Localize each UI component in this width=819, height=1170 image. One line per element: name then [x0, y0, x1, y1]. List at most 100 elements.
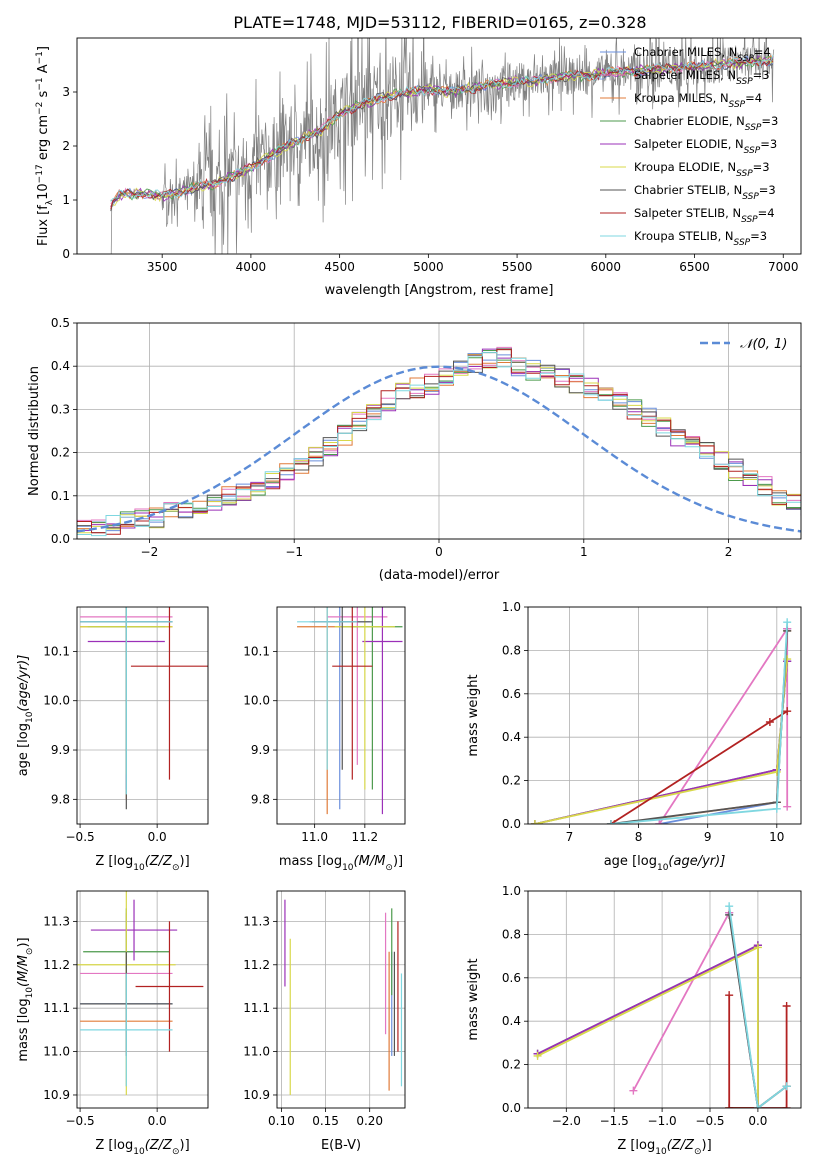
weight_vs_Z-ytick-label: 0.8 [502, 927, 521, 941]
mass_vs_Z-ytick-label: 10.9 [43, 1088, 70, 1102]
mass_vs_Z-xlabel-part: )] [180, 1138, 190, 1153]
residuals-plot [77, 346, 801, 537]
legend-label-part: SSP [736, 77, 753, 87]
figure-title: PLATE=1748, MJD=53112, FIBERID=0165, z=0… [233, 13, 646, 32]
age_vs_Z-ylabel: age [log10(age/yr)] [16, 655, 35, 777]
mass_vs_EBV-xtick-label: 0.15 [312, 1114, 339, 1128]
residuals-xlabel: (data-model)/error [379, 568, 500, 583]
legend-label-part: SSP [741, 215, 758, 225]
legend-label: Chabrier MILES, NSSP=4 [634, 45, 771, 64]
age_vs_mass-ytick-label: 10.0 [243, 694, 270, 708]
gauss-legend-label: 𝒩(0, 1) [740, 337, 787, 352]
weight_vs_Z-series-line [537, 945, 759, 1108]
weight_vs_Z-ytick-label: 0.0 [502, 1101, 521, 1115]
residuals-ytick-label: 0.5 [51, 316, 70, 330]
age_vs_mass-frame [276, 606, 406, 825]
weight_vs_age-point-marker [765, 718, 774, 727]
weight_vs_Z-point-marker [533, 1051, 542, 1060]
age_vs_Z-ytick-label: 10.0 [43, 694, 70, 708]
age_vs_mass-xlabel-part: ⊙ [385, 863, 393, 873]
spectrum-model-line [110, 54, 774, 202]
residuals-xtick-label: 1 [580, 545, 588, 559]
weight_vs_age-plot [530, 618, 792, 824]
mass_vs_EBV-xlabel: E(B-V) [321, 1138, 361, 1153]
age_vs_Z-ytick-label: 10.1 [43, 644, 70, 658]
spectrum-ylabel: Flux [fλ10−17 erg cm−2 s−1 A−1] [35, 46, 55, 246]
weight_vs_Z-series-line [728, 995, 788, 1108]
weight_vs_Z-frame [527, 890, 802, 1109]
weight_vs_Z-point-marker [629, 1086, 638, 1095]
legend-label-part: SSP [729, 100, 746, 110]
spectrum-xtick-label: 7000 [768, 260, 799, 274]
weight_vs_Z-point-marker [725, 991, 734, 1000]
age_vs_mass-xlabel-part: 10 [342, 863, 354, 873]
mass_vs_Z-xtick-label: 0.0 [148, 1114, 167, 1128]
weight_vs_Z-ytick-label: 0.4 [502, 1014, 521, 1028]
age_vs_mass-xtick-label: 11.2 [351, 830, 378, 844]
weight_vs_age-xtick-label: 7 [566, 830, 574, 844]
legend-label-part: Chabrier MILES, N [634, 45, 737, 59]
weight_vs_age-point-marker [530, 820, 539, 824]
legend-label: Chabrier STELIB, NSSP=3 [634, 183, 776, 202]
mass_vs_EBV-xtick-label: 0.10 [268, 1114, 295, 1128]
legend-label-part: SSP [744, 146, 761, 156]
weight_vs_Z-xtick-label: −2.0 [552, 1114, 581, 1128]
weight_vs_age-xtick-label: 9 [704, 830, 712, 844]
weight_vs_age-xlabel: age [log10(age/yr)] [604, 854, 726, 873]
mass_vs_Z-ylabel-part: ⊙ [25, 948, 35, 956]
age_vs_Z-ylabel-part: age [log [16, 723, 31, 776]
legend-label-part: SSP [734, 238, 751, 248]
residuals-ytick-label: 0.4 [51, 359, 70, 373]
age_vs_mass-ytick-label: 9.9 [251, 743, 270, 757]
weight_vs_Z-point-marker [753, 1104, 762, 1108]
legend-label-part: =3 [759, 183, 776, 197]
age_vs_mass-xlabel-part: mass [log [279, 854, 342, 869]
mass_vs_EBV-axes: 0.10 0.15 0.20 10.9 11.0 11.1 11.2 11.3 [243, 891, 405, 1128]
weight_vs_Z-plot [533, 902, 791, 1108]
legend-label-part: Kroupa MILES, N [634, 91, 729, 105]
mass_vs_EBV-ytick-label: 11.1 [243, 1001, 270, 1015]
weight_vs_age-ylabel: mass weight [466, 674, 481, 756]
weight_vs_Z-ylabel: mass weight [466, 958, 481, 1040]
age_vs_Z-ytick-label: 9.8 [51, 792, 70, 806]
weight_vs_Z-point-marker [725, 902, 734, 911]
mass_vs_Z-xlabel: Z [log10(Z/Z⊙)] [95, 1138, 189, 1157]
mass_vs_Z-xlabel-part: (Z/Z [145, 1138, 173, 1153]
weight_vs_age-frame [527, 606, 802, 825]
spectrum-ylabel-part: −17 [35, 164, 45, 183]
weight_vs_Z-point-marker [753, 943, 762, 952]
mass_vs_Z-ytick-label: 11.2 [43, 958, 70, 972]
age_vs_Z-frame [76, 606, 209, 825]
weight_vs_Z-ytick-label: 0.2 [502, 1058, 521, 1072]
legend-label-part: =4 [758, 206, 775, 220]
spectrum-axes: 3500 4000 4500 5000 5500 6000 6500 7000 0 1 2 3 [62, 85, 798, 274]
weight_vs_age-xtick-label: 10 [769, 830, 784, 844]
weight_vs_Z-point-marker [782, 1104, 791, 1108]
spectrum-ylabel-part: λ [45, 199, 55, 205]
spectrum-xtick-label: 5000 [413, 260, 444, 274]
weight_vs_Z-series-line [537, 943, 759, 1108]
mass_vs_EBV-ytick-label: 10.9 [243, 1088, 270, 1102]
spectrum-ylabel-part: −2 [35, 102, 45, 115]
legend-label-part: Chabrier ELODIE, N [634, 114, 745, 128]
age_vs_Z-xlabel: Z [log10(Z/Z⊙)] [95, 854, 189, 873]
age_vs_Z-xlabel-part: ⊙ [172, 863, 180, 873]
legend-label: Kroupa MILES, NSSP=4 [634, 91, 762, 110]
age_vs_Z-axes: −0.5 0.0 9.8 9.9 10.0 10.1 [43, 607, 208, 844]
residuals-hist-line [77, 350, 801, 531]
age_vs_Z-xlabel-part: )] [180, 854, 190, 869]
residuals-xtick-label: 2 [725, 545, 733, 559]
spectrum-ylabel-part: s [36, 90, 51, 101]
weight_vs_age-axes: 7 8 9 10 0.0 0.2 0.4 0.6 0.8 1.0 [502, 600, 801, 844]
residuals-hist-line [77, 349, 801, 535]
mass_vs_Z-xlabel-part: ⊙ [172, 1147, 180, 1157]
weight_vs_age-point-marker [783, 618, 792, 627]
mass_vs_Z-xlabel-part: Z [log [95, 1138, 133, 1153]
age_vs_mass-ytick-label: 9.8 [251, 792, 270, 806]
mass_vs_EBV-ytick-label: 11.2 [243, 958, 270, 972]
weight_vs_Z-point-marker [782, 1002, 791, 1011]
spectrum-ytick-label: 0 [62, 247, 70, 261]
spectrum-ylabel-part: ] [36, 46, 51, 51]
